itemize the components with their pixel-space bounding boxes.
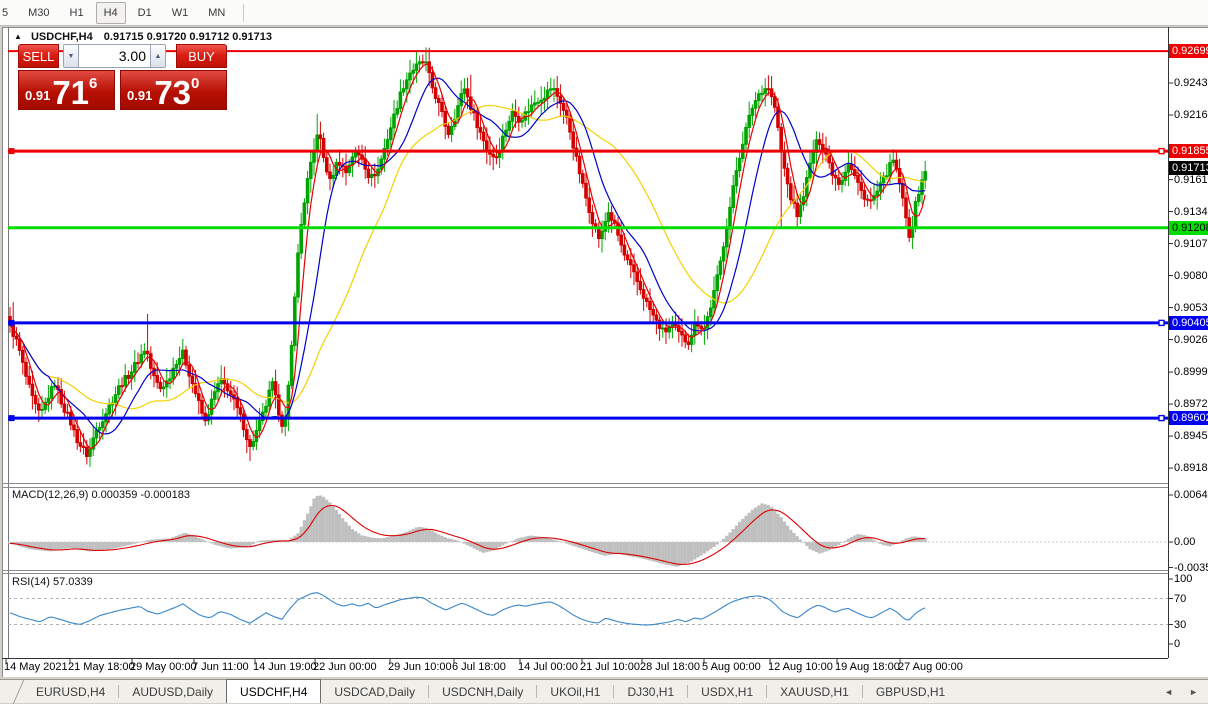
tab-separator: [613, 685, 615, 698]
sell-price-display[interactable]: 0.91 71 6: [18, 70, 115, 110]
price-axis-label: 0.90265: [1174, 334, 1208, 346]
tab-separator: [861, 685, 863, 698]
timeframe-buttons: 5 M30 H1 H4 D1 W1 MN: [0, 1, 235, 24]
rsi-axis-label: 70: [1174, 593, 1187, 605]
chart-tab-DJ30[interactable]: DJ30,H1: [627, 684, 675, 699]
time-axis-label: 19 Aug 18:00: [835, 661, 900, 673]
chart-tab-USDCNH[interactable]: USDCNH,Daily: [442, 684, 524, 699]
timeframe-button-D1[interactable]: D1: [137, 6, 152, 19]
time-axis-label: 29 Jun 10:00: [388, 661, 452, 673]
time-axis-label: 27 Aug 00:00: [898, 661, 963, 673]
timeframe-button-5[interactable]: 5: [2, 6, 9, 19]
price-line-badge: 0.91855: [1169, 144, 1208, 158]
chart-ohlc-header: ▲ USDCHF,H4 0.91715 0.91720 0.91712 0.91…: [14, 31, 272, 43]
tab-strip-edge: [0, 680, 25, 704]
chart-tab-bar: EURUSD,H4 AUDUSD,Daily USDCHF,H4 USDCAD,Dai…: [0, 679, 1208, 704]
macd-axis-label: 0.00: [1174, 536, 1196, 548]
price-line-badge: 0.91208: [1169, 221, 1208, 235]
macd-axis-label: -0.003507: [1174, 562, 1208, 574]
time-axis-label: 5 Aug 00:00: [702, 661, 761, 673]
price-line-badge: 0.90405: [1169, 316, 1208, 330]
chart-symbol-period: USDCHF,H4: [30, 31, 93, 43]
time-axis-label: 6 Jul 18:00: [452, 661, 506, 673]
time-axis-label: 21 May 18:00: [68, 661, 135, 673]
toolbar-separator: [243, 3, 245, 22]
one-click-trading-panel: SELL ▼ 3.00 ▲ BUY 0.91 71 6 0.91 73 0: [18, 44, 228, 110]
price-axis-label: 0.91615: [1174, 174, 1208, 186]
chart-tab-USDX[interactable]: USDX,H1: [701, 684, 754, 699]
timeframe-toolbar: 5 M30 H1 H4 D1 W1 MN: [0, 0, 1208, 26]
macd-indicator-label: MACD(12,26,9) 0.000359 -0.000183: [12, 489, 190, 501]
volume-decrease-button[interactable]: ▼: [63, 44, 79, 68]
chart-tab-AUDUSD[interactable]: AUDUSD,Daily: [132, 684, 214, 699]
one-click-collapse-icon[interactable]: ▲: [14, 32, 22, 41]
macd-axis-label: 0.006451: [1174, 489, 1208, 501]
sell-price-prefix: 0.91: [25, 88, 51, 103]
sell-button[interactable]: SELL: [18, 44, 59, 68]
chart-tab-GBPUSD[interactable]: GBPUSD,H1: [875, 684, 946, 699]
chart-tab-XAUUSD[interactable]: XAUUSD,H1: [780, 684, 849, 699]
rsi-axis-label: 100: [1174, 573, 1193, 585]
rsi-indicator-label: RSI(14) 57.0339: [12, 576, 93, 588]
rsi-axis-label: 30: [1174, 619, 1187, 631]
buy-price-pip: 0: [191, 75, 200, 92]
timeframe-button-H4[interactable]: H4: [95, 1, 126, 24]
time-axis-label: 14 Jun 19:00: [253, 661, 317, 673]
time-axis-label: 14 May 2021: [4, 661, 68, 673]
price-axis-label: 0.91345: [1174, 206, 1208, 218]
buy-price-prefix: 0.91: [127, 88, 153, 103]
sell-price-big: 71: [52, 73, 90, 111]
chart-ohlc-values: 0.91715 0.91720 0.91712 0.91713: [103, 31, 272, 43]
tab-separator: [428, 685, 430, 698]
time-axis-label: 14 Jul 00:00: [518, 661, 578, 673]
price-axis-label: 0.91075: [1174, 238, 1208, 250]
volume-increase-button[interactable]: ▲: [150, 44, 166, 68]
tabs-scroll-right-icon[interactable]: ►: [1189, 686, 1198, 697]
timeframe-button-H1[interactable]: H1: [69, 6, 84, 19]
time-axis-label: 22 Jun 00:00: [313, 661, 377, 673]
tabs-scroll-left-icon[interactable]: ◄: [1164, 686, 1174, 697]
tab-separator: [118, 685, 120, 698]
time-axis-label: 28 Jul 18:00: [640, 661, 700, 673]
chart-tab-EURUSD[interactable]: EURUSD,H4: [36, 684, 106, 699]
sell-price-pip: 6: [89, 75, 98, 92]
timeframe-button-W1[interactable]: W1: [171, 6, 189, 19]
chart-tab-UKOil[interactable]: UKOil,H1: [550, 684, 601, 699]
time-axis-label: 29 May 00:00: [130, 661, 197, 673]
buy-price-display[interactable]: 0.91 73 0: [120, 70, 227, 110]
chart-tabs: EURUSD,H4 AUDUSD,Daily USDCHF,H4 USDCAD,Dai…: [23, 679, 958, 703]
price-axis-label: 0.90805: [1174, 270, 1208, 282]
price-axis-label: 0.90535: [1174, 302, 1208, 314]
price-line-badge: 0.92699: [1169, 44, 1208, 58]
time-axis-label: 7 Jun 11:00: [192, 661, 249, 673]
tab-separator: [766, 685, 768, 698]
volume-input[interactable]: 3.00: [79, 44, 150, 68]
buy-price-big: 73: [154, 73, 192, 111]
chart-tab-USDCAD[interactable]: USDCAD,Daily: [334, 684, 416, 699]
timeframe-button-MN[interactable]: MN: [208, 6, 226, 19]
buy-button[interactable]: BUY: [176, 44, 227, 68]
price-line-badge: 0.89602: [1169, 411, 1208, 425]
time-axis-label: 21 Jul 10:00: [580, 661, 640, 673]
rsi-axis-label: 0: [1174, 638, 1181, 650]
tab-separator: [687, 685, 689, 698]
tab-separator: [536, 685, 538, 698]
chart-window[interactable]: [2, 27, 1208, 677]
chart-tab-USDCHF[interactable]: USDCHF,H4: [226, 679, 322, 703]
time-axis-label: 12 Aug 10:00: [768, 661, 833, 673]
current-price-badge: 0.91713: [1169, 161, 1208, 175]
timeframe-button-M30[interactable]: M30: [28, 6, 50, 19]
